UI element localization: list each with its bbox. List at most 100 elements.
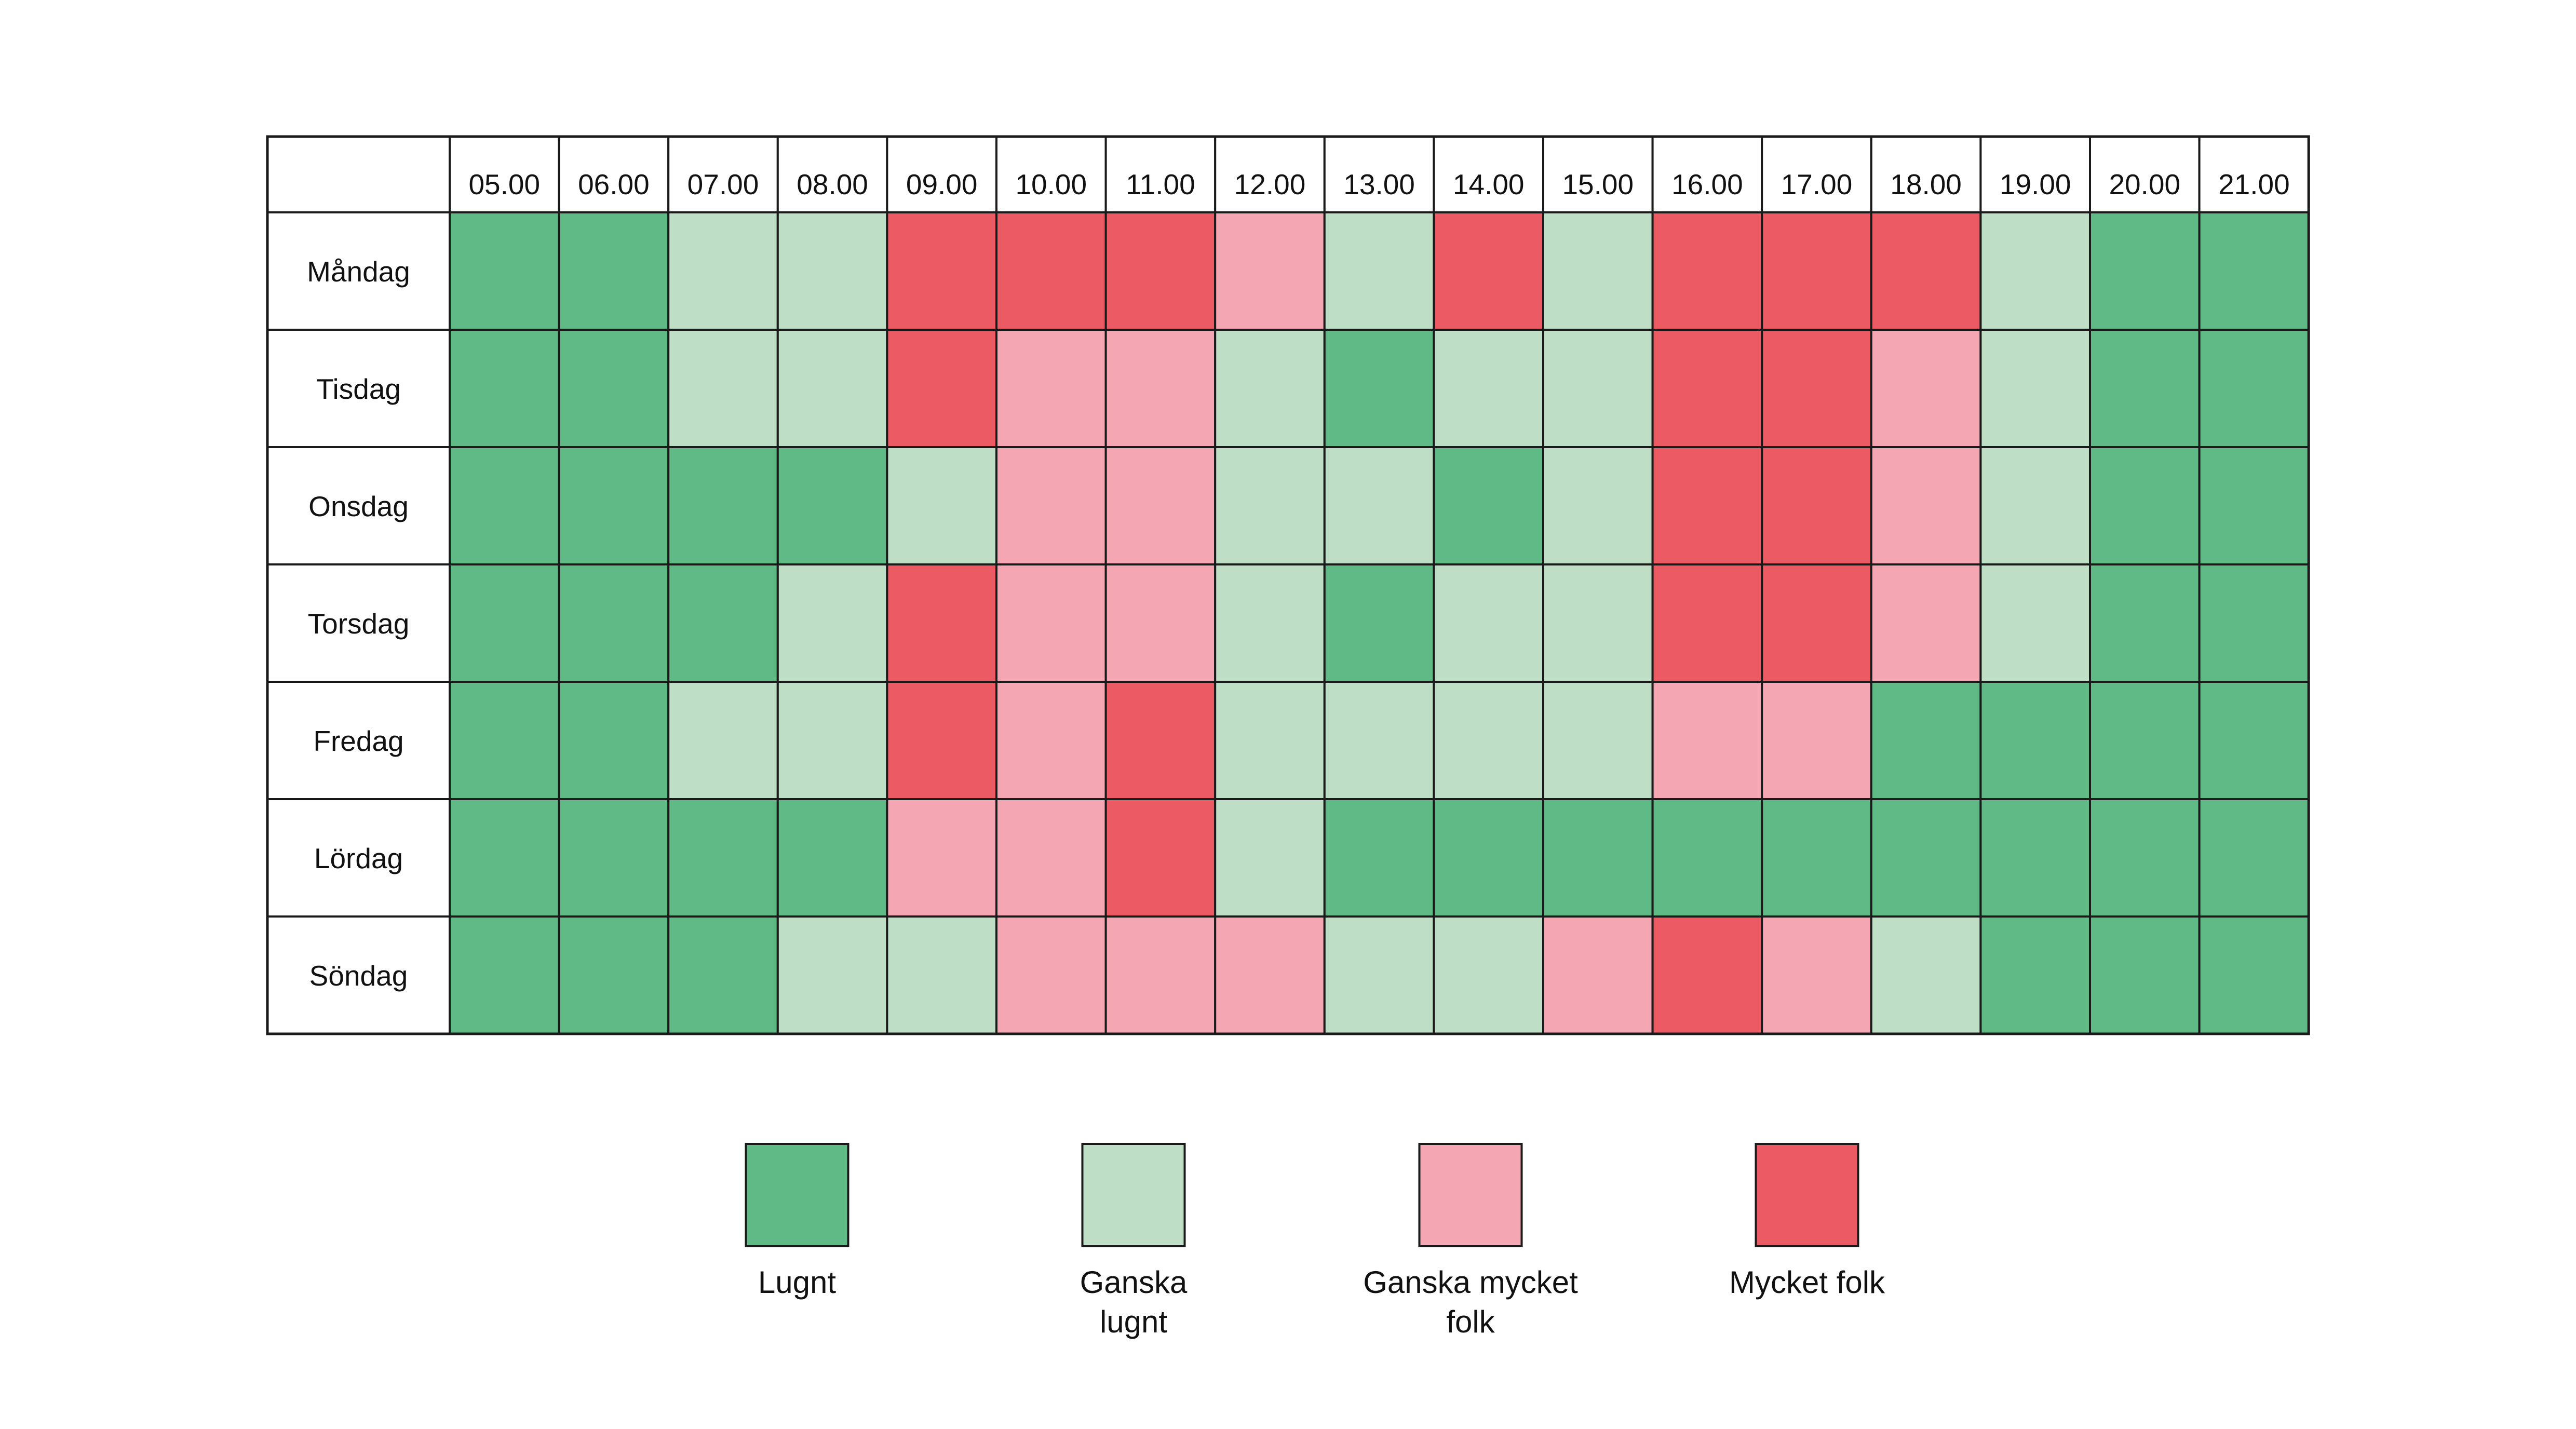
heatmap-cell — [2089, 563, 2201, 683]
heatmap-cell — [667, 329, 779, 448]
heatmap-cell — [558, 446, 670, 565]
heatmap-cell — [1979, 798, 2091, 918]
day-label-cell — [266, 798, 451, 918]
heatmap-cell — [1433, 446, 1544, 565]
heatmap-cell — [1761, 329, 1872, 448]
hour-label: 07.00 — [687, 168, 759, 200]
day-label-cell — [266, 446, 451, 565]
heatmap-cell — [1870, 563, 1982, 683]
heatmap-cell — [2198, 329, 2310, 448]
heatmap-cell — [1761, 563, 1872, 683]
heatmap-cell — [995, 563, 1107, 683]
hour-header-cell — [886, 136, 998, 213]
heatmap-cell — [1323, 211, 1435, 331]
heatmap-cell — [995, 329, 1107, 448]
heatmap-cell — [449, 798, 560, 918]
heatmap-cell — [558, 915, 670, 1035]
grid-border — [266, 135, 2310, 1035]
heatmap-cell — [1651, 329, 1763, 448]
day-label: Onsdag — [308, 490, 409, 522]
heatmap-cell — [1323, 329, 1435, 448]
heatmap-cell — [449, 211, 560, 331]
heatmap-cell — [2089, 915, 2201, 1035]
heatmap-cell — [1214, 211, 1326, 331]
heatmap-cell — [2198, 915, 2310, 1035]
heatmap-cell — [1979, 563, 2091, 683]
heatmap-cell — [1433, 329, 1544, 448]
hour-header-cell — [776, 136, 888, 213]
legend-label: Lugnt — [758, 1265, 836, 1300]
heatmap-cell — [2198, 211, 2310, 331]
heatmap-cell — [1104, 915, 1217, 1035]
heatmap-cell — [1323, 681, 1435, 800]
heatmap-cell — [667, 211, 779, 331]
day-label-cell — [266, 915, 451, 1035]
heatmap-cell — [1761, 798, 1872, 918]
heatmap-cell — [1979, 446, 2091, 565]
heatmap-cell — [1542, 329, 1654, 448]
hour-label: 05.00 — [468, 168, 540, 200]
heatmap-cell — [995, 681, 1107, 800]
legend: Lugnt Ganska lugnt Ganska mycket folk Mycket … — [745, 1143, 1885, 1339]
heatmap-grid: 05.00 06.00 07.00 08.00 09.00 10.00 11.00 12.00… — [266, 135, 2310, 1035]
day-label: Fredag — [313, 725, 403, 757]
hour-header-cell — [449, 136, 560, 213]
hour-label: 08.00 — [797, 168, 868, 200]
heatmap-cell — [995, 798, 1107, 918]
heatmap-cell — [1870, 329, 1982, 448]
heatmap-cell — [1433, 798, 1544, 918]
heatmap-cell — [667, 798, 779, 918]
heatmap-cell — [1323, 798, 1435, 918]
heatmap-cell — [2198, 446, 2310, 565]
hour-label: 10.00 — [1015, 168, 1087, 200]
heatmap-cell — [667, 446, 779, 565]
heatmap-cell — [449, 915, 560, 1035]
hour-header-cell — [1542, 136, 1654, 213]
heatmap-cell — [1651, 211, 1763, 331]
heatmap-cell — [1651, 915, 1763, 1035]
heatmap-cell — [995, 211, 1107, 331]
heatmap-cell — [2198, 798, 2310, 918]
heatmap-cell — [1323, 915, 1435, 1035]
corner-cell — [266, 136, 451, 213]
heatmap-cell — [1761, 915, 1872, 1035]
heatmap-cell — [1651, 563, 1763, 683]
legend-label: folk — [1446, 1304, 1495, 1339]
heatmap-cell — [1979, 329, 2091, 448]
heatmap-cell — [1104, 446, 1217, 565]
legend-label: lugnt — [1100, 1304, 1167, 1339]
heatmap-cell — [1542, 681, 1654, 800]
day-label: Måndag — [307, 255, 410, 288]
heatmap-cell — [1433, 915, 1544, 1035]
heatmap-cell — [558, 329, 670, 448]
heatmap-cell — [667, 563, 779, 683]
heatmap-cell — [776, 211, 888, 331]
heatmap-cell — [776, 798, 888, 918]
hour-label: 13.00 — [1343, 168, 1415, 200]
heatmap-cell — [2089, 211, 2201, 331]
hour-header-cell — [2198, 136, 2310, 213]
heatmap-cell — [776, 563, 888, 683]
heatmap-cell — [886, 798, 998, 918]
day-label-cell — [266, 563, 451, 683]
heatmap-cell — [1214, 798, 1326, 918]
heatmap-cell — [558, 211, 670, 331]
hour-header-cell — [1214, 136, 1326, 213]
heatmap-cell — [667, 681, 779, 800]
hour-label: 21.00 — [2218, 168, 2290, 200]
heatmap-cell — [995, 915, 1107, 1035]
heatmap-cell — [1214, 563, 1326, 683]
heatmap-cell — [776, 329, 888, 448]
heatmap-cell — [886, 681, 998, 800]
heatmap-cell — [1104, 329, 1217, 448]
heatmap-cell — [1761, 681, 1872, 800]
heatmap-cell — [1761, 211, 1872, 331]
day-label-cell — [266, 211, 451, 331]
hour-header-cell — [1651, 136, 1763, 213]
day-label: Tisdag — [316, 373, 401, 405]
legend-label: Ganska mycket — [1363, 1265, 1578, 1300]
heatmap-cell — [1870, 446, 1982, 565]
heatmap-cell — [1542, 211, 1654, 331]
hour-label: 17.00 — [1781, 168, 1853, 200]
